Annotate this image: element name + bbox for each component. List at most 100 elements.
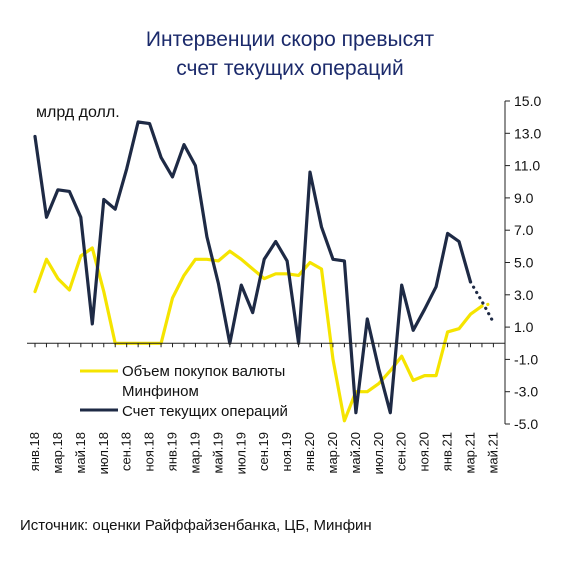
x-tick-label: мар.19 [187, 432, 202, 473]
data-point-minfin-purchases [469, 313, 471, 315]
series-line-minfin-purchases [33, 246, 484, 423]
x-tick-label: июл.18 [96, 432, 111, 474]
data-point-current-account [309, 171, 311, 173]
y-tick-label: 5.0 [514, 255, 534, 271]
data-point-minfin-purchases [435, 374, 437, 376]
data-point-current-account [366, 318, 368, 320]
data-point-minfin-purchases [481, 305, 483, 307]
data-point-current-account [423, 308, 425, 310]
x-tick-label: июл.19 [233, 432, 248, 474]
data-point-minfin-purchases [194, 258, 196, 260]
data-point-current-account [34, 135, 36, 137]
x-tick-label: май.18 [73, 432, 88, 474]
data-point-current-account [217, 282, 219, 284]
data-point-current-account [446, 232, 448, 234]
data-point-minfin-purchases [492, 302, 494, 304]
data-point-minfin-purchases [68, 289, 70, 291]
data-point-minfin-purchases [45, 258, 47, 260]
data-point-current-account [68, 190, 70, 192]
data-point-current-account [45, 216, 47, 218]
chart-title-line-2: счет текущих операций [176, 57, 404, 80]
data-point-minfin-purchases [389, 370, 391, 372]
data-point-minfin-purchases [57, 277, 59, 279]
data-point-minfin-purchases [274, 273, 276, 275]
data-point-current-account [458, 240, 460, 242]
data-point-minfin-purchases [412, 379, 414, 381]
data-point-minfin-purchases [366, 391, 368, 393]
y-tick-label: -1.0 [514, 351, 538, 367]
data-point-minfin-purchases [297, 274, 299, 276]
data-point-minfin-purchases [423, 374, 425, 376]
x-axis-ticks [34, 343, 494, 348]
data-point-current-account [332, 258, 334, 260]
x-tick-label: ноя.18 [142, 432, 157, 472]
data-point-current-account [481, 300, 483, 302]
data-point-current-account [378, 368, 380, 370]
x-tick-label: янв.20 [302, 432, 317, 471]
y-tick-label: 1.0 [514, 319, 534, 335]
x-tick-label: мар.21 [462, 432, 477, 473]
data-point-minfin-purchases [332, 358, 334, 360]
data-point-current-account [194, 164, 196, 166]
data-point-current-account [240, 284, 242, 286]
y-tick-label: 3.0 [514, 287, 534, 303]
legend-label-current-account: Счет текущих операций [122, 403, 288, 420]
y-tick-label: 9.0 [514, 190, 534, 206]
data-point-minfin-purchases [309, 261, 311, 263]
data-point-minfin-purchases [446, 331, 448, 333]
data-point-current-account [252, 311, 254, 313]
unit-label: млрд долл. [36, 104, 120, 121]
data-point-current-account [389, 411, 391, 413]
data-point-current-account [160, 156, 162, 158]
x-tick-label: май.19 [210, 432, 225, 474]
x-tick-label: мар.20 [325, 432, 340, 473]
data-point-current-account [355, 411, 357, 413]
x-tick-label: ноя.20 [417, 432, 432, 472]
data-point-current-account [171, 176, 173, 178]
data-point-current-account [57, 189, 59, 191]
data-point-current-account [263, 258, 265, 260]
series-forecast-minfin-purchases [480, 301, 495, 308]
data-point-current-account [286, 260, 288, 262]
y-tick-label: 7.0 [514, 222, 534, 238]
data-point-minfin-purchases [378, 382, 380, 384]
y-tick-label: 13.0 [514, 125, 541, 141]
data-point-minfin-purchases [229, 250, 231, 252]
data-point-current-account [274, 240, 276, 242]
data-point-current-account [80, 216, 82, 218]
data-point-minfin-purchases [183, 274, 185, 276]
series-forecast-current-account [468, 280, 495, 324]
legend: Объем покупок валюты Минфином Счет текущ… [80, 363, 288, 420]
x-tick-label: ноя.19 [279, 432, 294, 472]
data-point-current-account [114, 208, 116, 210]
data-point-current-account [435, 286, 437, 288]
data-point-minfin-purchases [240, 258, 242, 260]
x-tick-label: июл.20 [371, 432, 386, 474]
data-point-current-account [148, 122, 150, 124]
data-point-minfin-purchases [80, 255, 82, 257]
series-line-current-account [33, 120, 473, 415]
data-point-current-account [137, 121, 139, 123]
data-point-minfin-purchases [343, 420, 345, 422]
data-point-current-account [320, 226, 322, 228]
x-tick-label: сен.18 [119, 432, 134, 471]
data-point-current-account [469, 281, 471, 283]
chart-title-line-1: Интервенции скоро превысят [146, 28, 435, 51]
data-point-current-account [343, 260, 345, 262]
data-point-minfin-purchases [263, 277, 265, 279]
y-axis-labels: 15.0 13.0 11.0 9.0 7.0 5.0 3.0 1.0 -1.0 -3.0 -5.0 [514, 93, 541, 432]
x-tick-label: май.20 [348, 432, 363, 474]
legend-label-minfin-line-2: Минфином [122, 383, 199, 400]
data-point-minfin-purchases [206, 258, 208, 260]
data-point-current-account [492, 321, 494, 323]
data-point-current-account [103, 198, 105, 200]
data-point-current-account [91, 323, 93, 325]
x-tick-label: май.21 [485, 432, 500, 474]
source-note: Источник: оценки Райффайзенбанка, ЦБ, Ми… [20, 517, 372, 534]
data-point-minfin-purchases [217, 260, 219, 262]
data-point-minfin-purchases [171, 297, 173, 299]
data-point-current-account [412, 329, 414, 331]
data-point-minfin-purchases [252, 268, 254, 270]
x-axis-labels: янв.18 мар.18 май.18 июл.18 сен.18 ноя.18 янв.… [27, 432, 500, 474]
